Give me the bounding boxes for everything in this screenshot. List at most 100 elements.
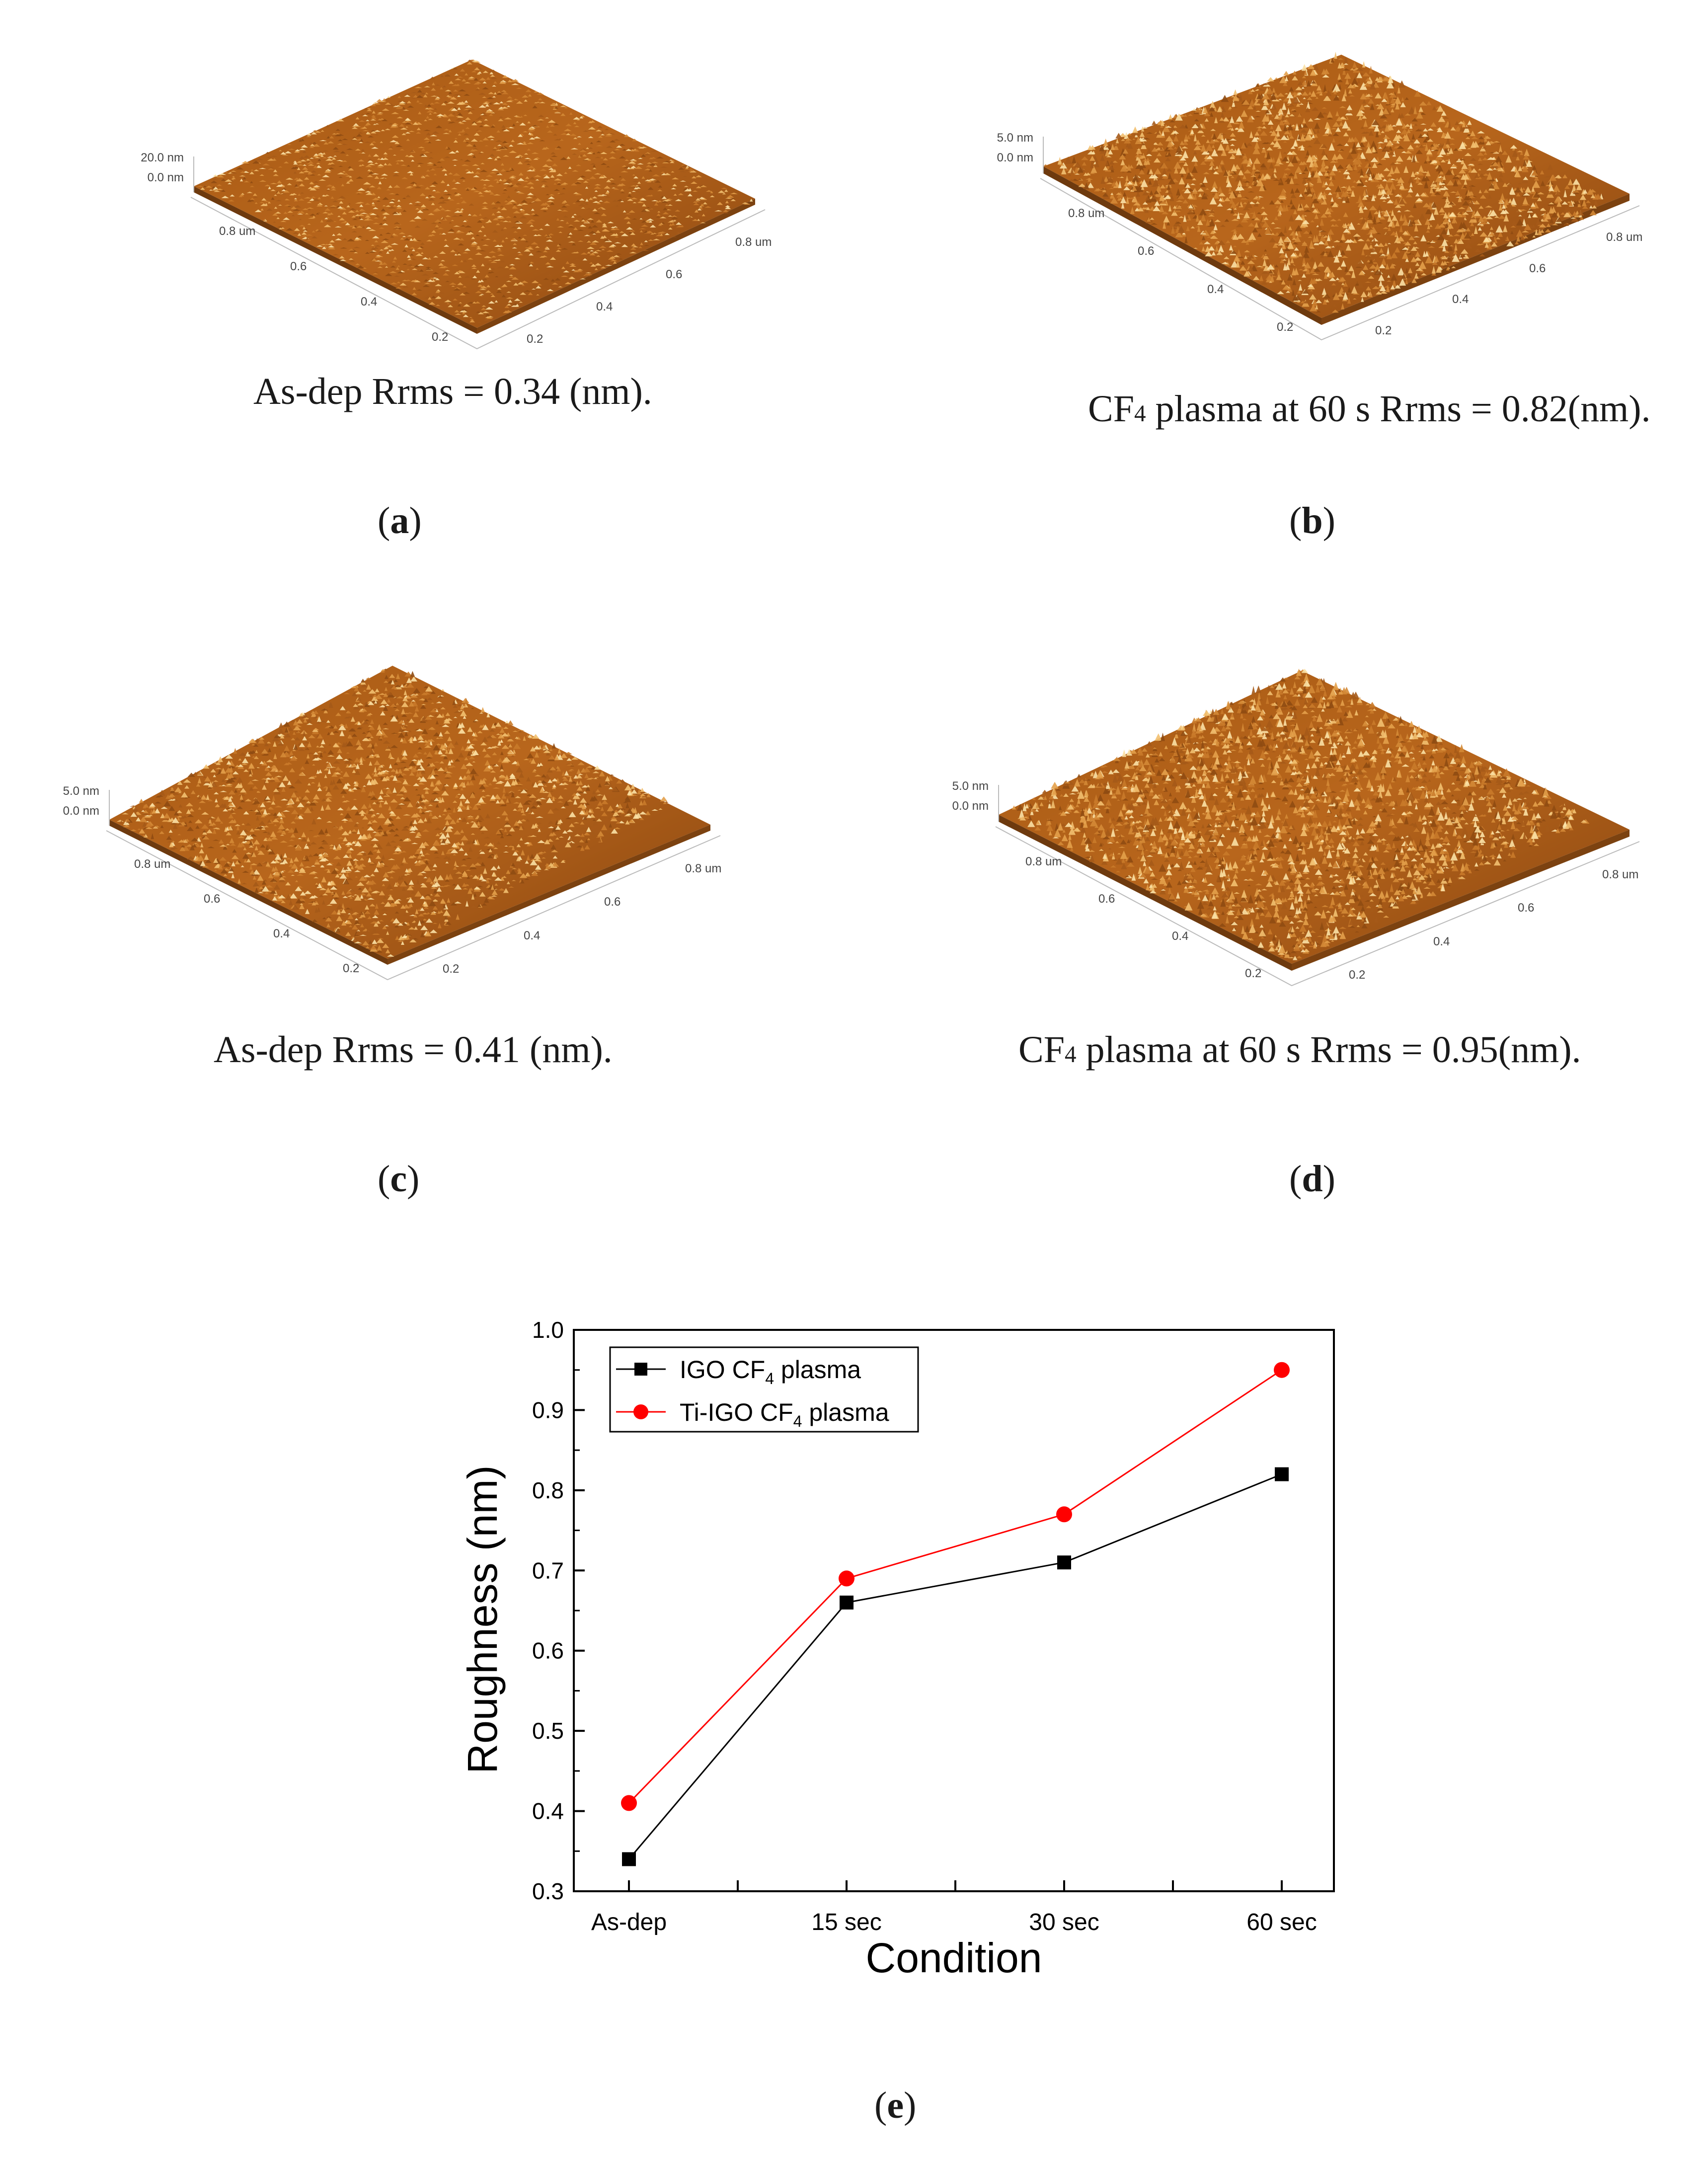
y-axis-title: Roughness (nm): [459, 1466, 506, 1774]
afm-side-right: [388, 825, 710, 965]
afm-axis-label: 0.4: [273, 927, 290, 940]
panel-label-c: (c): [378, 1158, 420, 1200]
afm-axis-label: 0.2: [1245, 967, 1261, 980]
afm-z-label-bottom: 0.0 nm: [63, 804, 99, 818]
afm-axis-label: 0.6: [204, 892, 220, 906]
afm-axis-label: 0.2: [432, 330, 448, 344]
y-tick-label: 0.4: [532, 1798, 564, 1824]
afm-axis-label: 0.2: [527, 332, 543, 346]
caption-d: CF4 plasma at 60 s Rrms = 0.95(nm).: [1018, 1029, 1581, 1071]
legend-label-ti-igo: Ti-IGO CF4 plasma: [680, 1398, 889, 1430]
afm-z-label-top: 5.0 nm: [952, 779, 989, 793]
afm-axis-label: 0.2: [1375, 324, 1392, 337]
caption-c: As-dep Rrms = 0.41 (nm).: [214, 1029, 613, 1071]
x-tick-label: 60 sec: [1246, 1909, 1317, 1935]
roughness-chart: 0.3 0.4 0.5 0.6 0.7 0.8 0.9 1.0 As-dep 15 sec 30 …: [459, 1317, 1335, 1981]
afm-z-label-bottom: 0.0 nm: [952, 799, 989, 813]
afm-axis-label: 0.2: [1349, 968, 1365, 982]
afm-z-label-top: 5.0 nm: [997, 131, 1033, 145]
caption-b: CF4 plasma at 60 s Rrms = 0.82(nm).: [1088, 388, 1651, 430]
afm-frame: [190, 156, 766, 350]
afm-axis-label: 0.4: [1452, 293, 1469, 306]
y-tick-label: 1.0: [532, 1317, 564, 1343]
afm-axis-label: 0.4: [1172, 929, 1188, 943]
panel-label-d: (d): [1289, 1158, 1335, 1200]
data-point: [1275, 1467, 1289, 1481]
afm-axis-label: 0.6: [666, 268, 682, 281]
afm-side-right: [1321, 194, 1630, 325]
afm-axis-label: 0.6: [1529, 262, 1546, 275]
afm-side-right: [477, 199, 755, 334]
afm-axis-label: 0.2: [343, 962, 359, 975]
x-tick-label: As-dep: [591, 1909, 667, 1935]
afm-axis-label: 0.8 um: [1606, 231, 1642, 244]
afm-surface-d: 5.0 nm 0.0 nm 0.8 um 0.8 um 0.6 0.6 0.4 0.4 0.2 0…: [952, 669, 1640, 987]
afm-axis-label: 0.8 um: [1068, 207, 1104, 220]
afm-texture: [1011, 669, 1590, 960]
afm-side-left: [999, 815, 1292, 971]
afm-axis-label: 0.8 um: [1602, 868, 1638, 881]
afm-z-label-top: 20.0 nm: [141, 151, 184, 164]
afm-axis-label: 0.6: [1098, 892, 1115, 906]
legend-box: [609, 1346, 919, 1433]
afm-axis-label: 0.6: [604, 895, 621, 909]
y-tick-label: 0.7: [532, 1557, 564, 1583]
panel-label-a: (a): [378, 500, 422, 541]
afm-z-label-bottom: 0.0 nm: [148, 171, 184, 184]
afm-axis-label: 0.8 um: [1025, 855, 1062, 868]
data-point: [1057, 1555, 1071, 1570]
y-tick-label: 0.8: [532, 1477, 564, 1503]
y-tick-label: 0.9: [532, 1397, 564, 1423]
legend-marker-igo: [634, 1363, 647, 1376]
afm-axis-label: 0.2: [1277, 320, 1293, 334]
afm-surface-a: 20.0 nm 0.0 nm 0.8 um 0.8 um 0.6 0.6 0.4 0.4 0.2…: [141, 59, 772, 350]
afm-axis-label: 0.4: [1433, 935, 1450, 948]
afm-plane: [1043, 55, 1630, 318]
afm-axis-label: 0.8 um: [134, 857, 170, 871]
y-tick-label: 0.5: [532, 1718, 564, 1744]
afm-axis-label: 0.6: [1138, 244, 1154, 258]
afm-side-left: [194, 186, 477, 334]
afm-axis-label: 0.4: [524, 929, 540, 942]
afm-plane: [109, 666, 710, 959]
x-tick-label: 15 sec: [811, 1909, 881, 1935]
legend-label-igo: IGO CF4 plasma: [680, 1356, 861, 1388]
x-axis: As-dep 15 sec 30 sec 60 sec: [591, 1880, 1317, 1935]
data-point: [621, 1795, 637, 1811]
afm-z-label-top: 5.0 nm: [63, 784, 99, 798]
afm-frame: [1040, 137, 1640, 341]
afm-surface-c: 5.0 nm 0.0 nm 0.8 um 0.8 um 0.6 0.6 0.4 0.4 0.2 0…: [63, 666, 721, 981]
caption-a: As-dep Rrms = 0.34 (nm).: [253, 371, 652, 412]
afm-axis-label: 0.4: [361, 295, 377, 309]
afm-axis-label: 0.2: [443, 962, 459, 976]
afm-surface-b: 5.0 nm 0.0 nm 0.8 um 0.8 um 0.6 0.6 0.4 0.4 0.2 0…: [997, 52, 1642, 341]
panel-label-b: (b): [1289, 500, 1335, 541]
afm-side-left: [1043, 166, 1321, 325]
x-tick-label: 30 sec: [1029, 1909, 1099, 1935]
series-markers: [621, 1362, 1290, 1866]
afm-texture: [116, 668, 669, 957]
afm-side-right: [1292, 830, 1630, 971]
afm-axis-label: 0.4: [1207, 283, 1224, 296]
series-line-0: [628, 1473, 1282, 1860]
y-tick-label: 0.6: [532, 1638, 564, 1664]
afm-texture: [1043, 52, 1604, 313]
afm-axis-label: 0.6: [290, 260, 307, 273]
data-point: [1274, 1362, 1290, 1378]
afm-axis-label: 0.8 um: [735, 235, 772, 249]
panel-label-e: (e): [874, 2084, 917, 2126]
afm-axis-label: 0.8 um: [685, 862, 721, 875]
afm-z-label-bottom: 0.0 nm: [997, 151, 1033, 164]
legend-marker-ti-igo: [633, 1404, 648, 1419]
afm-frame: [106, 790, 721, 981]
afm-axis-label: 0.6: [1518, 901, 1534, 915]
afm-texture: [196, 59, 753, 323]
series-line-1: [628, 1369, 1282, 1804]
y-axis: 0.3 0.4 0.5 0.6 0.7 0.8 0.9 1.0: [532, 1317, 585, 1904]
data-point: [622, 1852, 636, 1866]
data-point: [839, 1570, 854, 1587]
data-point: [840, 1595, 854, 1610]
afm-frame: [995, 785, 1640, 987]
afm-axis-label: 0.4: [596, 300, 613, 313]
afm-side-left: [109, 820, 388, 965]
